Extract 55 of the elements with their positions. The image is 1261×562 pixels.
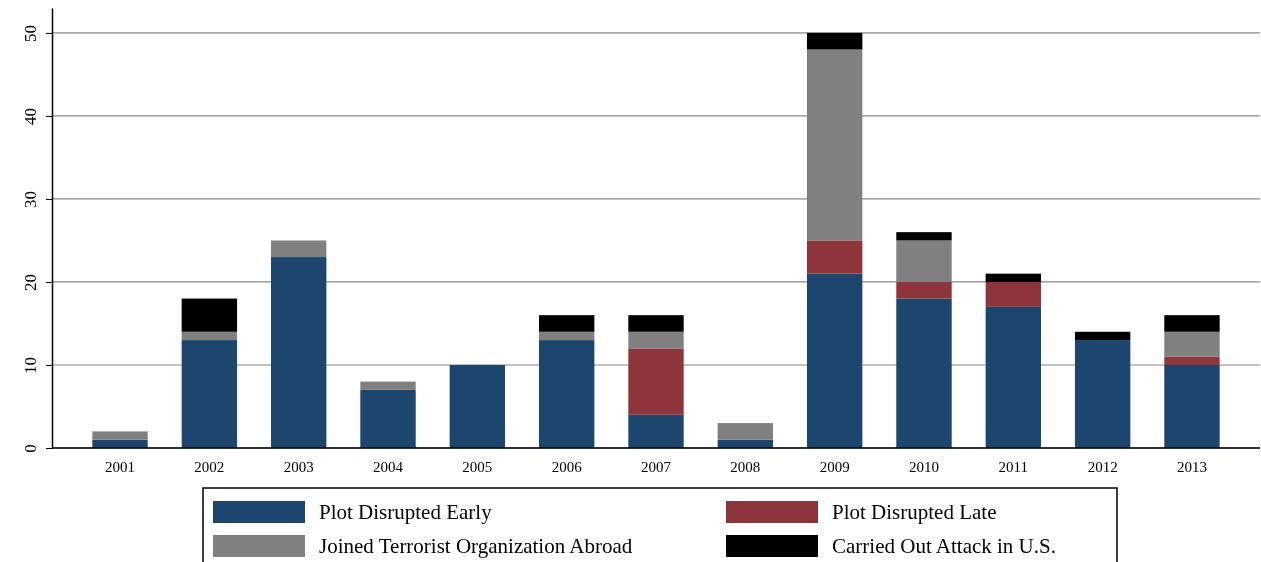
bar: [1074, 340, 1131, 448]
bar: [538, 315, 595, 332]
x-tick-label: 2006: [551, 459, 583, 475]
legend-label: Plot Disrupted Late: [832, 500, 997, 524]
y-tick-label: 0: [21, 444, 40, 453]
x-tick-label: 2007: [641, 459, 672, 475]
bar: [270, 240, 327, 258]
y-tick-label: 20: [21, 273, 40, 291]
x-tick-label: 2013: [1176, 459, 1207, 475]
bar: [628, 348, 684, 415]
bar: [1164, 331, 1220, 357]
bar: [449, 364, 506, 448]
x-tick-label: 2002: [194, 459, 225, 475]
bar: [717, 423, 774, 440]
bar: [270, 257, 327, 448]
legend-label: Joined Terrorist Organization Abroad: [319, 534, 633, 558]
bar: [806, 240, 863, 274]
bar: [628, 315, 684, 332]
bar: [985, 273, 1042, 282]
legend-label: Plot Disrupted Early: [319, 500, 493, 524]
bar: [181, 340, 238, 448]
bar: [538, 331, 595, 341]
y-tick-label: 50: [21, 24, 40, 42]
x-tick-label: 2012: [1087, 459, 1118, 475]
x-tick-label: 2004: [373, 459, 404, 475]
bar: [538, 340, 595, 448]
legend-label: Carried Out Attack in U.S.: [832, 534, 1056, 558]
bar: [1074, 331, 1131, 341]
x-tick-label: 2003: [283, 459, 314, 475]
bar: [92, 431, 148, 440]
bar: [985, 306, 1042, 448]
bar: [896, 232, 952, 241]
x-tick-label: 2008: [730, 459, 761, 475]
x-tick-label: 2011: [998, 459, 1029, 475]
bar: [1164, 356, 1220, 365]
bar: [896, 298, 952, 448]
y-tick-label: 40: [21, 107, 40, 125]
bar: [806, 32, 863, 50]
y-tick-label: 10: [21, 356, 40, 374]
x-tick-label: 2001: [105, 459, 136, 475]
bar: [1164, 315, 1220, 332]
x-tick-label: 2005: [462, 459, 493, 475]
bar: [628, 414, 684, 448]
x-tick-label: 2010: [908, 459, 939, 475]
bar: [181, 298, 238, 332]
bar: [360, 381, 416, 390]
bar: [1164, 364, 1220, 448]
bar: [360, 389, 416, 448]
bar: [181, 331, 238, 341]
bar: [628, 331, 684, 349]
y-tick-label: 30: [21, 190, 40, 208]
x-tick-label: 2009: [819, 459, 850, 475]
bar: [896, 281, 952, 299]
bar: [985, 281, 1042, 307]
bar: [806, 273, 863, 448]
